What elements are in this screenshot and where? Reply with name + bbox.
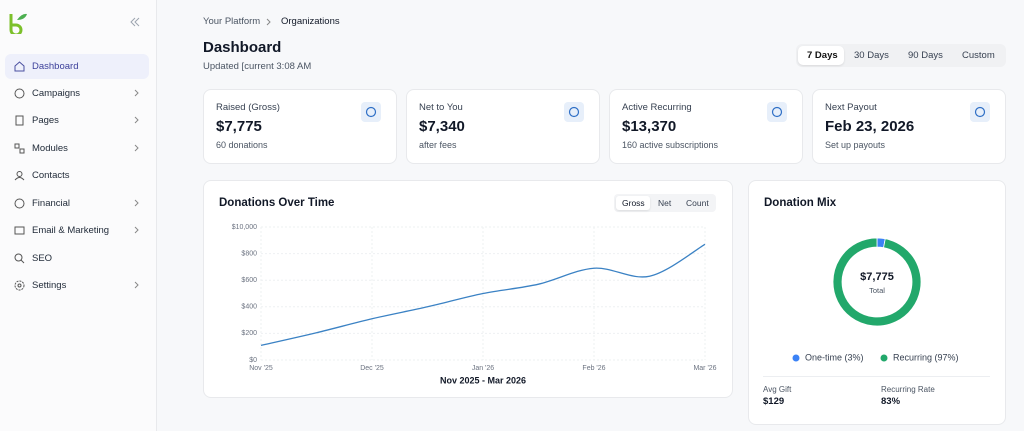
summary-value: 83% bbox=[881, 396, 901, 407]
x-tick-label: Feb '26 bbox=[582, 365, 605, 372]
donut-center-label: Total bbox=[869, 286, 885, 295]
nav-label: SEO bbox=[32, 253, 53, 264]
logo bbox=[9, 13, 27, 34]
stat-icon bbox=[564, 102, 584, 122]
summary-value: $129 bbox=[763, 396, 785, 407]
nav-label: Financial bbox=[32, 198, 71, 209]
breadcrumb-link[interactable]: Your Platform bbox=[203, 16, 261, 27]
stat-card: Next Payout Feb 23, 2026 Set up payouts bbox=[812, 89, 1006, 164]
page-subtitle: Updated [current 3:08 AM bbox=[203, 61, 312, 72]
nav-item[interactable]: Modules bbox=[5, 136, 149, 161]
y-tick-label: $600 bbox=[241, 277, 257, 284]
nav-item[interactable]: Settings bbox=[5, 273, 149, 298]
line-series bbox=[260, 243, 706, 347]
legend-label: One-time (3%) bbox=[805, 352, 864, 362]
page-title: Dashboard bbox=[203, 39, 282, 56]
nav-item[interactable]: Contacts bbox=[5, 163, 149, 188]
nav-label: Campaigns bbox=[32, 88, 81, 99]
stat-card: Raised (Gross) $7,775 60 donations bbox=[203, 89, 397, 164]
chart-title: Donations Over Time bbox=[219, 197, 334, 209]
range-button[interactable]: 30 Days bbox=[854, 50, 889, 61]
breadcrumb-separator bbox=[266, 18, 271, 26]
collapse-button[interactable] bbox=[129, 17, 141, 27]
stat-label: Net to You bbox=[419, 102, 463, 113]
nav-label: Contacts bbox=[32, 170, 70, 181]
stat-sub: 160 active subscriptions bbox=[622, 140, 719, 150]
nav-item[interactable]: Email & Marketing bbox=[5, 218, 149, 243]
stat-icon bbox=[361, 102, 381, 122]
stat-value: Feb 23, 2026 bbox=[825, 118, 915, 135]
stat-icon bbox=[970, 102, 990, 122]
range-group: 7 Days 30 Days 90 Days Custom bbox=[796, 44, 1006, 67]
legend-swatch bbox=[880, 354, 888, 362]
toggle-button[interactable]: Gross bbox=[622, 198, 645, 208]
nav-label: Settings bbox=[32, 280, 67, 291]
summary-label: Recurring Rate bbox=[881, 385, 935, 394]
y-tick-label: $800 bbox=[241, 250, 257, 257]
nav-label: Dashboard bbox=[32, 61, 79, 72]
y-tick-label: $10,000 bbox=[232, 224, 257, 231]
toggle-button[interactable]: Net bbox=[658, 198, 672, 208]
nav-item[interactable]: Financial bbox=[5, 191, 149, 216]
nav-label: Pages bbox=[32, 115, 59, 126]
y-tick-label: $0 bbox=[249, 357, 257, 364]
stat-card: Net to You $7,340 after fees bbox=[406, 89, 600, 164]
legend-label: Recurring (97%) bbox=[893, 352, 959, 362]
range-button[interactable]: Custom bbox=[962, 50, 995, 61]
stat-sub: after fees bbox=[419, 140, 457, 150]
divider bbox=[763, 376, 990, 377]
x-tick-label: Mar '26 bbox=[693, 365, 716, 372]
x-axis-label: Nov 2025 - Mar 2026 bbox=[440, 375, 526, 385]
nav-label: Email & Marketing bbox=[32, 225, 110, 236]
nav-item[interactable]: Pages bbox=[5, 108, 149, 133]
line-chart-card bbox=[203, 180, 733, 398]
stat-label: Active Recurring bbox=[622, 102, 692, 113]
stat-value: $13,370 bbox=[622, 118, 677, 135]
sidebar: Dashboard Campaigns Pages Modules Contac… bbox=[0, 0, 157, 431]
nav-label: Modules bbox=[32, 143, 68, 154]
stat-label: Next Payout bbox=[825, 102, 877, 113]
nav-item[interactable]: SEO bbox=[5, 246, 149, 271]
legend-swatch bbox=[792, 354, 800, 362]
range-button[interactable]: 7 Days bbox=[807, 50, 838, 61]
donut-segment bbox=[832, 237, 922, 327]
toggle-active-bg bbox=[616, 196, 650, 210]
stat-sub: 60 donations bbox=[216, 140, 268, 150]
stat-card: Active Recurring $13,370 160 active subscr… bbox=[609, 89, 803, 164]
donut-center-value: $7,775 bbox=[860, 271, 894, 283]
nav-item[interactable]: Campaigns bbox=[5, 81, 149, 106]
y-tick-label: $200 bbox=[241, 330, 257, 337]
range-button[interactable]: 90 Days bbox=[908, 50, 943, 61]
x-tick-label: Jan '26 bbox=[472, 365, 494, 372]
toggle-group: Gross Net Count bbox=[614, 194, 716, 212]
breadcrumb-current: Organizations bbox=[281, 16, 340, 27]
stat-value: $7,340 bbox=[419, 118, 465, 135]
nav-item[interactable]: Dashboard bbox=[5, 54, 149, 79]
donut-chart-card bbox=[748, 180, 1006, 425]
y-tick-label: $400 bbox=[241, 304, 257, 311]
stat-label: Raised (Gross) bbox=[216, 102, 280, 113]
stat-icon bbox=[767, 102, 787, 122]
range-active-bg bbox=[798, 46, 844, 65]
stat-value: $7,775 bbox=[216, 118, 262, 135]
x-tick-label: Nov '25 bbox=[249, 365, 273, 372]
x-tick-label: Dec '25 bbox=[360, 365, 384, 372]
stat-sub: Set up payouts bbox=[825, 140, 886, 150]
chart-title: Donation Mix bbox=[764, 197, 837, 209]
toggle-button[interactable]: Count bbox=[686, 198, 709, 208]
summary-label: Avg Gift bbox=[763, 385, 792, 394]
